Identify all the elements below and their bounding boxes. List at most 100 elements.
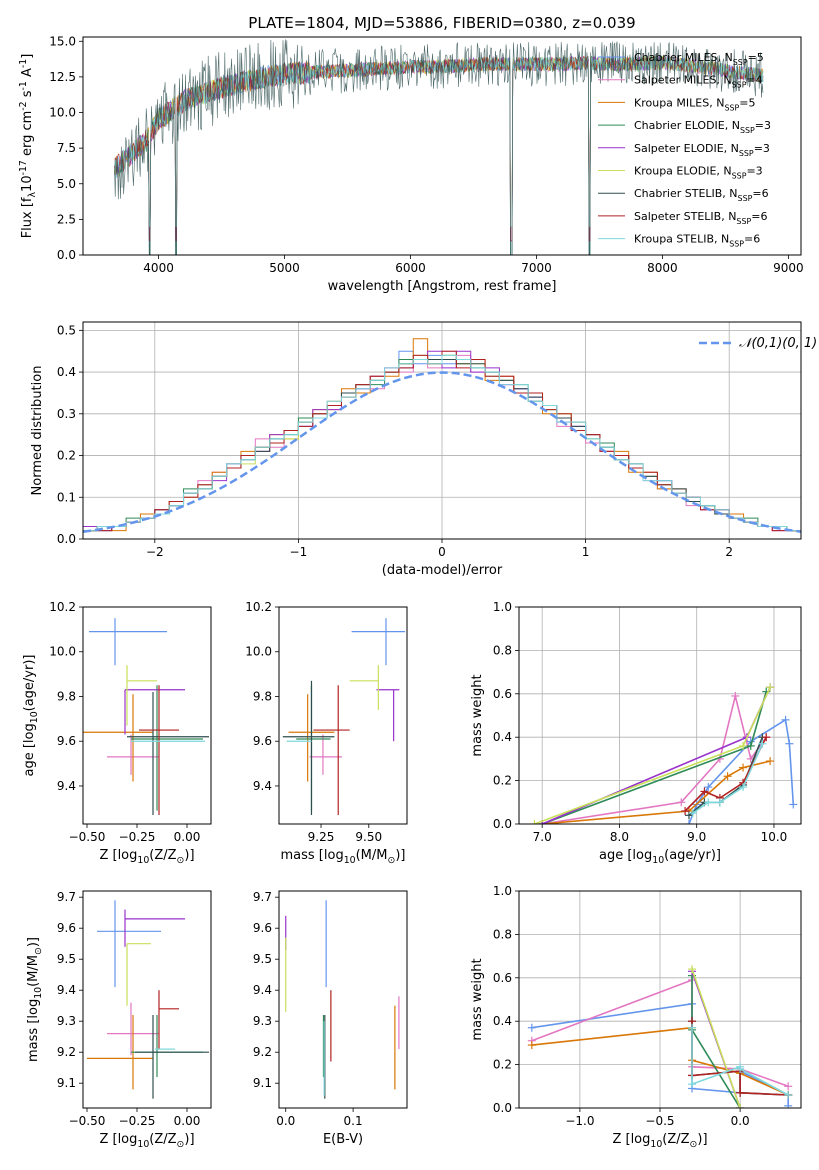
mass_weight_vs_age-y-axis-label: mass weight <box>470 674 485 756</box>
legend-label: Kroupa ELODIE, NSSP=3 <box>634 165 763 181</box>
residual-histogram <box>83 354 801 539</box>
residuals-x-tick-label: 1 <box>582 545 590 559</box>
residuals-frame <box>82 321 802 540</box>
spectrum-y-tick-label: 2.5 <box>57 212 76 226</box>
spectrum-x-tick-label: 5000 <box>269 261 300 275</box>
error-cross <box>89 618 167 666</box>
mass_weight_vs_age-x-tick-label: 9.0 <box>687 830 706 844</box>
weight-line <box>691 968 741 1108</box>
mass_vs_EBV-frame <box>278 890 408 1109</box>
error-cross <box>376 689 400 742</box>
age_vs_mass-axes: 9.25 9.50 9.4 9.6 9.8 10.0 10.2 mass [log10(M/M… <box>245 600 405 866</box>
mass_weight_vs_age-y-tick-label: 1.0 <box>493 600 512 614</box>
mass_weight_vs_Z-x-tick-label: −1.0 <box>565 1114 594 1128</box>
residuals-x-axis-label: (data-model)/error <box>382 563 503 578</box>
weight-series <box>530 683 775 824</box>
mass_weight_vs_age-x-tick-label: 10.0 <box>761 830 788 844</box>
residuals-axes: −2 −1 0 1 2 0.0 0.1 0.2 0.3 0.4 0.5 (data-model)/er… <box>30 323 733 578</box>
age_vs_Z-x-tick-label: −0.25 <box>119 830 156 844</box>
age_vs_mass-background <box>279 607 407 824</box>
mass_vs_EBV-x-axis-label: E(B-V) <box>323 1132 363 1147</box>
error-cross <box>158 990 179 1050</box>
spectrum-plot-area <box>114 39 764 255</box>
mass_weight_vs_Z-panel: −1.0 −0.5 0.0 0.0 0.2 0.4 0.6 0.8 1.0 Z [log10(Z/… <box>470 884 802 1150</box>
residuals-x-tick-label: 2 <box>725 545 733 559</box>
legend-label: Kroupa STELIB, NSSP=6 <box>634 233 760 249</box>
residuals-y-axis-label: Normed distribution <box>30 366 45 496</box>
error-cross <box>127 692 209 816</box>
mass_vs_EBV-panel: 0.0 0.1 9.1 9.2 9.3 9.4 9.5 9.6 9.7 E(B-V) <box>253 890 408 1147</box>
mass_vs_EBV-y-tick-label: 9.3 <box>253 1014 272 1028</box>
mass_weight_vs_age-y-tick-label: 0.4 <box>493 730 512 744</box>
mass_vs_EBV-background <box>279 891 407 1108</box>
residuals-plot-area <box>83 338 801 539</box>
residuals-y-tick-label: 0.4 <box>57 365 76 379</box>
error-cross <box>351 618 406 666</box>
spectrum-frame <box>82 36 802 256</box>
mass_vs_EBV-x-tick-label: 0.1 <box>344 1114 363 1128</box>
spectrum-y-axis-label: Flux [fλ10-17 erg cm-2 s-1 A-1] <box>18 54 38 239</box>
age_vs_mass-x-axis-label: mass [log10(M/M⊙)] <box>281 848 406 866</box>
error-cross <box>309 734 343 775</box>
residuals-x-tick-label: −1 <box>290 545 308 559</box>
age_vs_mass-y-tick-label: 9.6 <box>253 734 272 748</box>
spectrum-model-line <box>114 39 764 255</box>
age_vs_mass-frame <box>278 606 408 825</box>
legend-label: Salpeter STELIB, NSSP=6 <box>634 210 767 226</box>
error-cross <box>313 685 350 816</box>
residuals-y-tick-label: 0.2 <box>57 449 76 463</box>
mass_weight_vs_age-x-tick-label: 8.0 <box>610 830 629 844</box>
mass_vs_Z-y-tick-label: 9.3 <box>57 1014 76 1028</box>
age_vs_Z-x-tick-label: −0.50 <box>69 830 106 844</box>
age_vs_Z-background <box>83 607 211 824</box>
age_vs_Z-axes: −0.50 −0.25 0.00 9.4 9.6 9.8 10.0 10.2 Z [log10(… <box>22 600 200 866</box>
spectrum-x-tick-label: 9000 <box>773 261 804 275</box>
weight-line <box>542 695 767 824</box>
age_vs_mass-y-tick-label: 9.4 <box>253 779 272 793</box>
mass_weight_vs_Z-plot-area <box>527 965 793 1108</box>
residuals-y-tick-label: 0.3 <box>57 407 76 421</box>
spectrum-panel: 4000 5000 6000 7000 8000 9000 0.0 2.5 5.0 7.5 10.0… <box>18 34 804 294</box>
weight-series <box>688 965 745 1108</box>
mass_vs_EBV-y-tick-label: 9.5 <box>253 952 272 966</box>
age_vs_Z-plot-area <box>83 618 209 816</box>
residuals-legend: 𝒩(0,1)(0, 1) <box>699 336 817 351</box>
spectrum-x-tick-label: 7000 <box>521 261 552 275</box>
age_vs_Z-y-tick-label: 9.6 <box>57 734 76 748</box>
residuals-y-tick-label: 0.5 <box>57 323 76 337</box>
spectrum-x-tick-label: 6000 <box>395 261 426 275</box>
mass_weight_vs_age-y-tick-label: 0.0 <box>493 817 512 831</box>
spectrum-axes: 4000 5000 6000 7000 8000 9000 0.0 2.5 5.0 7.5 10.0… <box>18 34 804 294</box>
error-cross <box>131 685 203 811</box>
mass_weight_vs_Z-frame <box>518 890 802 1109</box>
legend-label: Salpeter ELODIE, NSSP=3 <box>634 142 770 158</box>
mass_weight_vs_age-x-axis-label: age [log10(age/yr)] <box>599 848 721 866</box>
mass_vs_EBV-y-tick-label: 9.1 <box>253 1076 272 1090</box>
mass_weight_vs_age-frame <box>518 606 802 825</box>
mass_vs_EBV-y-tick-label: 9.6 <box>253 921 272 935</box>
age_vs_Z-y-tick-label: 10.2 <box>49 600 76 614</box>
spectrum-y-tick-label: 7.5 <box>57 141 76 155</box>
mass_vs_Z-frame <box>82 890 212 1109</box>
mass_weight_vs_Z-x-tick-label: 0.0 <box>731 1114 750 1128</box>
error-cross <box>124 689 185 735</box>
error-cross <box>282 680 335 816</box>
age_vs_Z-panel: −0.50 −0.25 0.00 9.4 9.6 9.8 10.0 10.2 Z [log10(… <box>22 600 212 866</box>
error-cross <box>126 943 151 1006</box>
age_vs_Z-y-tick-label: 9.8 <box>57 689 76 703</box>
residuals-x-tick-label: 0 <box>438 545 446 559</box>
mass_vs_Z-y-tick-label: 9.7 <box>57 890 76 904</box>
mass_vs_EBV-plot-area <box>285 900 400 1099</box>
mass_weight_vs_Z-y-axis-label: mass weight <box>470 958 485 1040</box>
age_vs_mass-y-tick-label: 10.0 <box>245 645 272 659</box>
age_vs_Z-y-axis-label: age [log10(age/yr)] <box>22 655 40 777</box>
weight-series <box>688 739 767 818</box>
age_vs_Z-frame <box>82 606 212 825</box>
mass_vs_Z-y-tick-label: 9.6 <box>57 921 76 935</box>
mass_weight_vs_age-axes: 7.0 8.0 9.0 10.0 0.0 0.2 0.4 0.6 0.8 1.0 age [log1… <box>470 600 787 866</box>
error-cross <box>97 900 161 988</box>
mass_vs_Z-y-tick-label: 9.1 <box>57 1076 76 1090</box>
legend-label: Chabrier ELODIE, NSSP=3 <box>634 119 771 135</box>
age_vs_mass-y-tick-label: 10.2 <box>245 600 272 614</box>
